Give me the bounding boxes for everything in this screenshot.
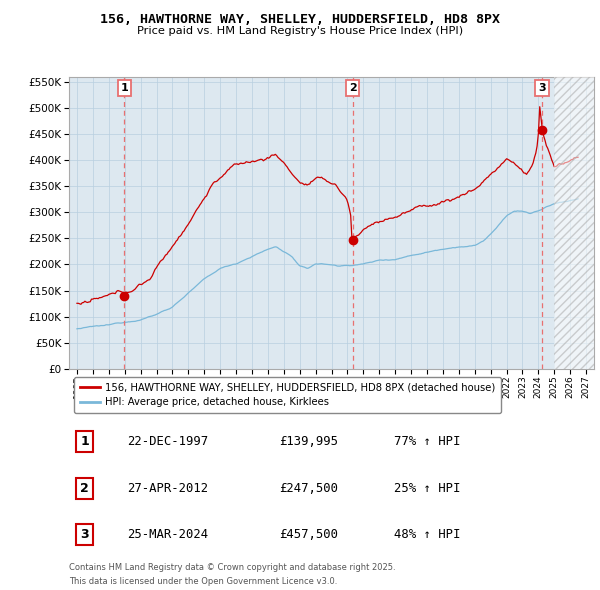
Text: Price paid vs. HM Land Registry's House Price Index (HPI): Price paid vs. HM Land Registry's House … [137, 26, 463, 36]
Text: 27-APR-2012: 27-APR-2012 [127, 481, 208, 495]
Text: 3: 3 [538, 83, 546, 93]
Text: 2: 2 [349, 83, 356, 93]
Text: Contains HM Land Registry data © Crown copyright and database right 2025.: Contains HM Land Registry data © Crown c… [69, 563, 395, 572]
Text: 77% ↑ HPI: 77% ↑ HPI [395, 435, 461, 448]
Text: 48% ↑ HPI: 48% ↑ HPI [395, 528, 461, 541]
Text: 3: 3 [80, 528, 89, 541]
Text: 25% ↑ HPI: 25% ↑ HPI [395, 481, 461, 495]
Text: £139,995: £139,995 [279, 435, 338, 448]
Text: 156, HAWTHORNE WAY, SHELLEY, HUDDERSFIELD, HD8 8PX: 156, HAWTHORNE WAY, SHELLEY, HUDDERSFIEL… [100, 13, 500, 26]
Text: 1: 1 [80, 435, 89, 448]
Text: £247,500: £247,500 [279, 481, 338, 495]
Text: £457,500: £457,500 [279, 528, 338, 541]
Bar [554, 56, 600, 369]
Text: 1: 1 [121, 83, 128, 93]
Text: 2: 2 [80, 481, 89, 495]
Text: 25-MAR-2024: 25-MAR-2024 [127, 528, 208, 541]
Text: This data is licensed under the Open Government Licence v3.0.: This data is licensed under the Open Gov… [69, 577, 337, 586]
Legend: 156, HAWTHORNE WAY, SHELLEY, HUDDERSFIELD, HD8 8PX (detached house), HPI: Averag: 156, HAWTHORNE WAY, SHELLEY, HUDDERSFIEL… [74, 376, 501, 413]
Text: 22-DEC-1997: 22-DEC-1997 [127, 435, 208, 448]
